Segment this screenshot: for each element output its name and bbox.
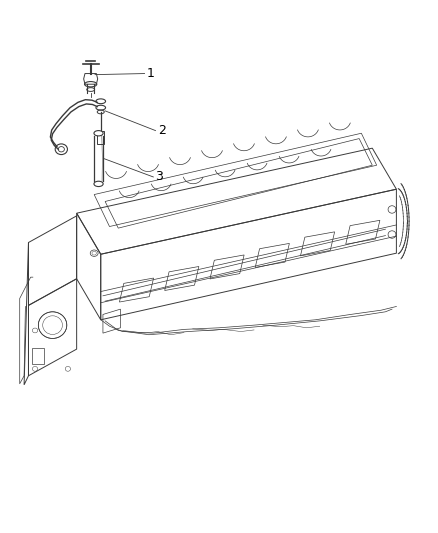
Ellipse shape [94,181,103,187]
Ellipse shape [94,131,103,136]
Text: 1: 1 [147,67,155,80]
Text: 2: 2 [158,124,166,137]
Text: 3: 3 [155,171,163,183]
Ellipse shape [38,312,67,338]
